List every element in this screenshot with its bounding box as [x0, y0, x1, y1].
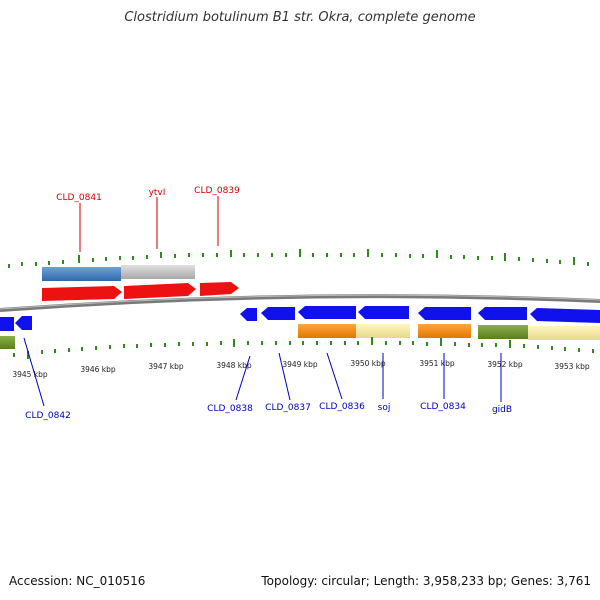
gene-CLD_0842-a[interactable] [0, 317, 14, 331]
gene-label-CLD_0836[interactable]: CLD_0836 [319, 402, 365, 412]
genome-title: Clostridium botulinum B1 str. Okra, comp… [124, 10, 476, 25]
bottom-tick-row [13, 337, 594, 359]
feature-block-orange-1[interactable] [298, 324, 356, 338]
gene-next[interactable] [530, 308, 600, 323]
gene-label-gidB[interactable]: gidB [492, 405, 512, 415]
gene-CLD_0838[interactable] [240, 308, 257, 321]
kbp-label: 3945 kbp [12, 370, 48, 379]
gene-CLD_0834[interactable] [418, 307, 471, 320]
reverse-gene-track [0, 306, 600, 331]
feature-block-orange-2[interactable] [418, 324, 471, 338]
gene-gidB[interactable] [478, 307, 527, 320]
gene-label-CLD_0841[interactable]: CLD_0841 [56, 193, 102, 203]
bottom-gene-labels: CLD_0842 CLD_0838 CLD_0837 CLD_0836 soj … [25, 402, 512, 421]
kbp-label: 3948 kbp [216, 361, 252, 370]
gene-soj[interactable] [358, 306, 409, 319]
gene-label-CLD_0838[interactable]: CLD_0838 [207, 404, 253, 414]
gene-CLD_0839[interactable] [200, 282, 239, 296]
feature-block-steelblue[interactable] [42, 267, 121, 281]
top-leader-lines [79, 196, 219, 252]
kbp-axis-labels: 3945 kbp 3946 kbp 3947 kbp 3948 kbp 3949… [12, 359, 590, 379]
feature-block-yellow-1[interactable] [356, 324, 410, 338]
genome-backbone-highlight [0, 294, 600, 310]
gene-label-CLD_0837[interactable]: CLD_0837 [265, 403, 311, 413]
forward-gene-track [42, 282, 239, 301]
genome-backbone [0, 294, 600, 312]
feature-block-gray[interactable] [121, 265, 195, 279]
gene-label-CLD_0834[interactable]: CLD_0834 [420, 402, 466, 412]
kbp-label: 3949 kbp [282, 360, 318, 369]
kbp-label: 3951 kbp [419, 359, 455, 368]
gene-CLD_0842-b[interactable] [15, 316, 32, 330]
accession-text: Accession: NC_010516 [9, 574, 146, 588]
kbp-label: 3946 kbp [80, 365, 116, 374]
feature-block-olive-right[interactable] [478, 325, 528, 339]
gene-CLD_0841[interactable] [42, 286, 122, 301]
bottom-leader-lines [23, 337, 502, 407]
feature-block-olive-left[interactable] [0, 336, 15, 349]
forward-feature-track [42, 265, 195, 281]
top-tick-row [8, 249, 589, 268]
genome-summary-text: Topology: circular; Length: 3,958,233 bp… [261, 574, 591, 588]
kbp-label: 3950 kbp [350, 359, 386, 368]
reverse-feature-track [0, 324, 600, 349]
kbp-label: 3947 kbp [148, 362, 184, 371]
gene-CLD_0836[interactable] [298, 306, 356, 319]
gene-ytvI[interactable] [124, 283, 196, 299]
gene-label-CLD_0842[interactable]: CLD_0842 [25, 411, 71, 421]
gene-label-soj[interactable]: soj [378, 403, 391, 413]
feature-block-yellow-2[interactable] [528, 326, 600, 340]
kbp-label: 3953 kbp [554, 362, 590, 371]
kbp-label: 3952 kbp [487, 360, 523, 369]
top-gene-labels: CLD_0841 ytvI CLD_0839 [56, 186, 240, 203]
gene-CLD_0837[interactable] [261, 307, 295, 320]
gene-label-ytvI[interactable]: ytvI [149, 188, 166, 198]
gene-label-CLD_0839[interactable]: CLD_0839 [194, 186, 240, 196]
